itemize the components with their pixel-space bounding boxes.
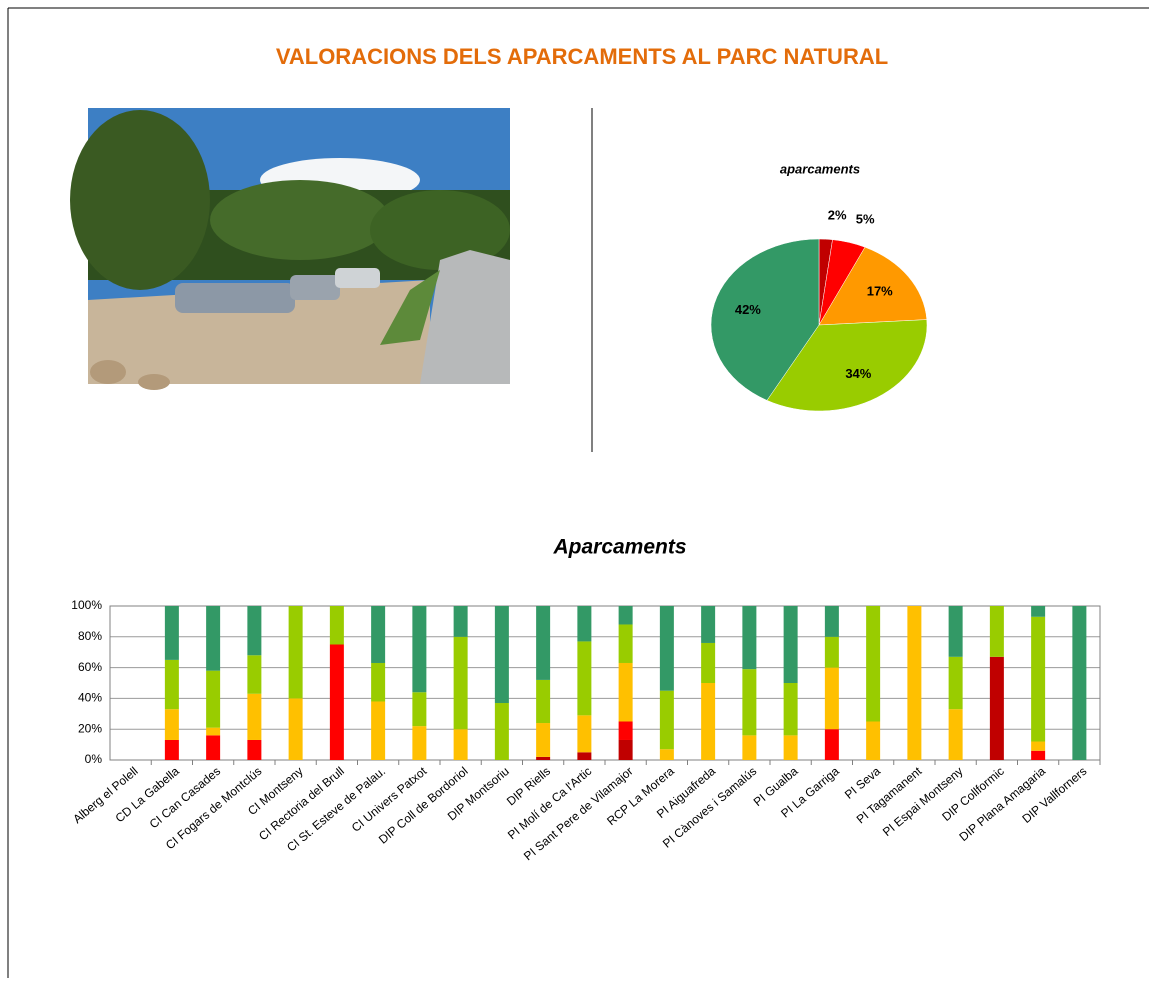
bar-segment <box>164 606 179 660</box>
y-tick-label: 40% <box>78 691 102 705</box>
bar-segment <box>742 735 757 760</box>
bar-segment <box>907 606 922 760</box>
bar-segment <box>948 656 963 710</box>
y-tick-label: 0% <box>85 752 103 766</box>
pie-label: 34% <box>845 366 871 381</box>
y-tick-label: 60% <box>78 660 102 674</box>
bar-segment <box>536 679 551 724</box>
bar-segment <box>1031 616 1046 742</box>
bar-title: Aparcaments <box>552 536 686 559</box>
pie-label: 2% <box>828 207 847 222</box>
bar-segment <box>577 641 592 716</box>
bar-segment <box>989 656 1004 760</box>
pie-chart: 2% 5% 17% 34% 42% <box>710 207 928 412</box>
bar-segment <box>783 735 798 760</box>
bar-segment <box>164 739 179 760</box>
pie-title: aparcaments <box>780 161 860 176</box>
bar-segment <box>164 709 179 740</box>
y-tick-label: 20% <box>78 721 102 735</box>
pie-slice <box>710 238 820 401</box>
pie-label: 42% <box>735 302 761 317</box>
bar-segment <box>412 726 427 760</box>
y-tick-label: 100% <box>71 598 102 612</box>
bar-segment <box>371 606 386 663</box>
bar-segment <box>577 752 592 760</box>
bar-segment <box>1031 750 1046 760</box>
bar-segment <box>659 690 674 750</box>
bar-segment <box>989 606 1004 657</box>
bar-segment <box>659 749 674 760</box>
bar-segment <box>412 606 427 693</box>
bar-segment <box>701 642 716 683</box>
bar-segment <box>577 715 592 753</box>
bar-segment <box>371 701 386 760</box>
page-title: VALORACIONS DELS APARCAMENTS AL PARC NAT… <box>276 44 888 69</box>
bar-segment <box>453 729 468 760</box>
bar-segment <box>742 669 757 736</box>
bar-segment <box>866 721 881 760</box>
bar-segment <box>824 729 839 760</box>
bar-segment <box>948 606 963 657</box>
bar-segment <box>948 709 963 760</box>
bar-segment <box>618 662 633 722</box>
bar-segment <box>288 606 303 699</box>
bar-segment <box>618 624 633 663</box>
bar-segment <box>371 662 386 702</box>
bar-segment <box>247 739 262 760</box>
bar-segment <box>618 721 633 740</box>
bar-segment <box>494 703 509 760</box>
bar-segment <box>701 606 716 643</box>
bar-segment <box>247 693 262 740</box>
bar-segment <box>453 636 468 730</box>
bar-segment <box>866 606 881 722</box>
pie-label: 5% <box>856 211 875 226</box>
pie-label: 17% <box>867 284 893 299</box>
bar-segment <box>1031 606 1046 617</box>
bar-segment <box>536 606 551 680</box>
bar-segment <box>247 606 262 656</box>
bar-segment <box>206 606 221 671</box>
pie-slice <box>818 246 928 326</box>
bar-segment <box>453 606 468 637</box>
x-tick-label: CI Can Casades <box>147 764 223 831</box>
bar-segment <box>536 756 551 760</box>
bar-segment <box>1072 606 1087 760</box>
bar-segment <box>824 667 839 730</box>
bar-segment <box>783 606 798 683</box>
bar-segment <box>742 606 757 670</box>
bar-segment <box>824 636 839 668</box>
bar-segment <box>247 655 262 694</box>
bar-segment <box>824 606 839 637</box>
bar-segment <box>618 606 633 625</box>
bar-segment <box>288 698 303 760</box>
bar-segment <box>206 735 221 760</box>
bar-segment <box>577 606 592 642</box>
bar-segment <box>412 692 427 727</box>
bar-segment <box>494 606 509 704</box>
bar-segment <box>783 683 798 736</box>
bar-segment <box>329 606 344 645</box>
bar-segment <box>206 670 221 728</box>
y-tick-label: 80% <box>78 629 102 643</box>
bar-segment <box>659 606 674 691</box>
bar-segment <box>164 659 179 710</box>
bar-segment <box>329 644 344 760</box>
bar-segment <box>536 723 551 757</box>
bar-segment <box>1031 741 1046 751</box>
bar-segment <box>618 739 633 760</box>
bar-segment <box>701 683 716 760</box>
photo <box>70 108 510 390</box>
bar-segment <box>206 727 221 736</box>
